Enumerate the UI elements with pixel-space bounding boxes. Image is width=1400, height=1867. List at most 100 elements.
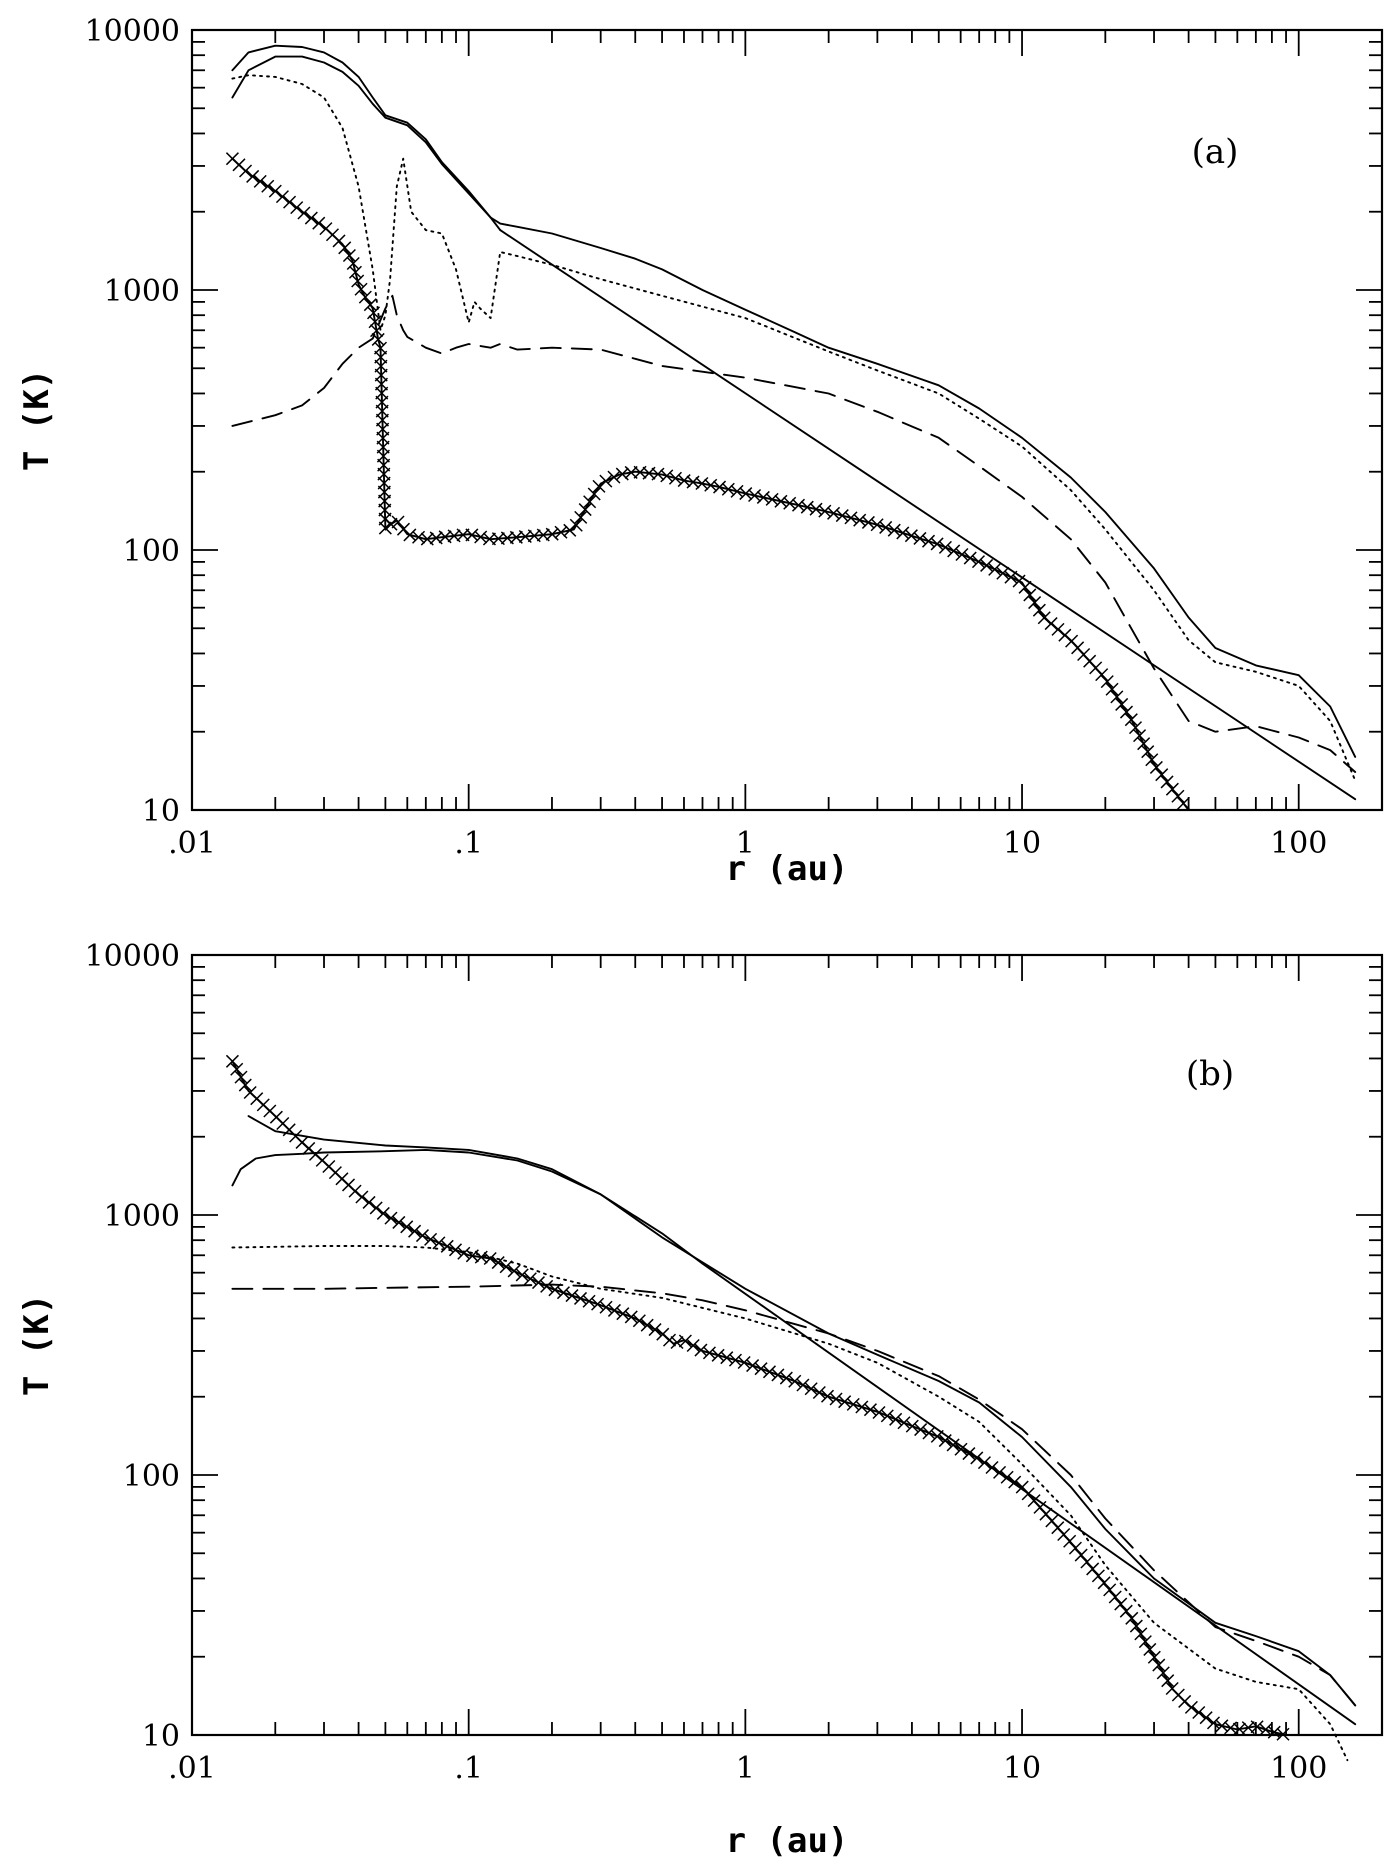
panel-b-cross-marker [872,1405,886,1420]
panel-b-cross-marker [1114,1597,1128,1611]
panel-b-series-solid-0 [247,1115,1357,1707]
panel-b-cross-marker [607,1303,621,1317]
panel-a-cross-marker [739,487,753,501]
panel-a-cross-marker [1095,668,1109,682]
panel-a-cross-marker [1133,729,1147,743]
panel-a-cross-marker [363,298,377,312]
panel-a-cross-marker [297,206,311,220]
panel-b-cross-marker [591,1297,605,1311]
panel-a-cross-marker [545,527,559,541]
panel-a-series-solid-2 [499,229,1357,801]
panel-a-cross-marker [660,469,674,483]
panel-b-cross-marker [1143,1642,1157,1656]
panel-b-cross-marker [954,1442,968,1456]
panel-a-cross-marker [713,480,727,494]
panel-b-cross-marker [938,1434,952,1448]
panel-a-cross-marker [1145,753,1159,767]
panel-b-cross-marker [1152,1658,1166,1672]
panel-a-cross-marker [275,190,289,204]
panel-b-x-tick-label: .01 [168,1751,216,1786]
panel-a-cross-marker [1044,617,1058,631]
panel-b-cross-marker [616,1307,630,1321]
panel-a-cross-marker [870,518,884,532]
panel-b-cross-marker [234,1070,248,1084]
panel-a-cross-marker [1137,737,1151,751]
panel-b-cross-marker [796,1378,810,1392]
panel-b-cross-marker [1063,1534,1077,1548]
panel-b-cross-marker [1108,1590,1122,1604]
panel-b-cross-marker [400,1220,414,1234]
panel-a-x-tick-label: 100 [1270,826,1327,861]
panel-a-x-tick-label: .1 [454,826,483,861]
panel-a-cross-marker [1004,570,1018,584]
panel-a-cross-marker [1141,745,1155,759]
panel-a-cross-marker [290,201,304,215]
panel-a-cross-marker [1023,588,1037,602]
panel-a-cross-marker [835,509,849,523]
panel-b-y-tick-label: 10000 [85,939,180,974]
panel-b-series-solid-1 [231,1148,704,1265]
panel-b-cross-marker [384,1211,398,1225]
panel-b-cross-marker [754,1362,768,1376]
panel-b-cross-marker [962,1447,976,1461]
panel-a-series [225,44,1357,811]
panel-b-cross-marker [779,1371,793,1385]
panel-a-x-tick-labels: .01 .1 1 10 100 [168,826,1327,861]
panel-a-cross-marker [1171,789,1185,803]
panel-b-series [225,1054,1357,1762]
panel-b-cross-marker [1000,1470,1014,1484]
panel-b-cross-marker [771,1368,785,1382]
panel-a-cross-marker [765,492,779,506]
panel-b-cross-marker [515,1268,529,1282]
panel-a-cross-marker [1100,675,1114,689]
panel-b-cross-marker [1199,1711,1213,1725]
panel-a-cross-marker [955,547,969,562]
panel-b-cross-marker [548,1283,562,1297]
panel-a-cross-marker [348,265,362,279]
panel-b-cross-marker [1215,1719,1229,1733]
panel-b-cross-marker [415,1229,430,1243]
panel-a-y-tick-label: 10000 [85,14,180,49]
panel-a-cross-marker [465,528,479,542]
panel-b-cross-marker [838,1395,852,1409]
panel-b-cross-marker [225,1054,239,1068]
panel-b-cross-marker [1250,1720,1264,1734]
panel-b-cross-marker [362,1195,376,1209]
panel-b-cross-marker [914,1423,928,1437]
panel-a-cross-marker [1155,768,1169,782]
panel-a-cross-marker [879,520,893,534]
panel-a-plot-frame [190,28,1384,812]
panel-b-cross-marker [855,1400,869,1414]
panel-a-cross-marker [996,566,1010,580]
panel-b-cross-marker [457,1246,471,1260]
panel-b-cross-marker [1206,1716,1221,1730]
panel-b-cross-marker [1267,1725,1281,1739]
panel-b-cross-marker [804,1382,818,1396]
panel-a-cross-marker [332,234,346,248]
panel-a-cross-marker [1124,713,1138,727]
panel-b-y-axis-title: T (K) [17,1294,57,1396]
panel-b-cross-marker [788,1374,802,1388]
panel-a-cross-marker [844,511,858,525]
panel-a-cross-marker [346,256,360,271]
panel-a-cross-marker [1160,775,1174,789]
panel-b-cross-marker [1119,1604,1133,1618]
panel-b-cross-marker [1091,1569,1105,1583]
panel-a-x-tick-label: .01 [168,826,216,861]
panel-b-cross-marker [432,1236,446,1250]
panel-a-cross-marker [730,484,744,498]
panel-b-cross-marker [863,1403,877,1417]
panel-b-cross-marker [565,1289,579,1303]
panel-a-cross-marker [351,274,365,288]
panel-b-cross-marker [930,1429,944,1443]
panel-b-cross-marker [1086,1562,1100,1576]
panel-a-cross-marker [938,540,952,554]
panel-a-y-tick-label: 1000 [104,274,180,309]
panel-a-cross-marker [304,211,318,225]
panel-a-cross-marker [239,164,253,178]
panel-b-cross-marker [946,1438,960,1452]
panel-a-cross-marker [791,498,806,512]
